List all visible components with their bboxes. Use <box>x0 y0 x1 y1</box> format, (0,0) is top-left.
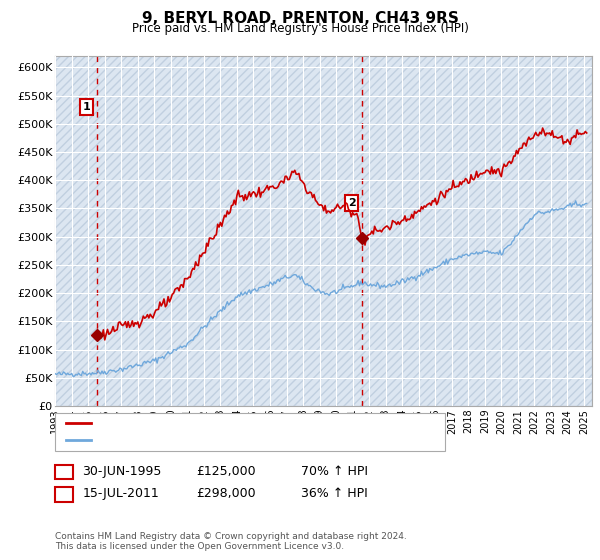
Text: 9, BERYL ROAD, PRENTON, CH43 9RS: 9, BERYL ROAD, PRENTON, CH43 9RS <box>142 11 458 26</box>
Text: 30-JUN-1995: 30-JUN-1995 <box>82 465 161 478</box>
Text: Contains HM Land Registry data © Crown copyright and database right 2024.
This d: Contains HM Land Registry data © Crown c… <box>55 532 407 552</box>
Text: £125,000: £125,000 <box>196 465 256 478</box>
Text: 70% ↑ HPI: 70% ↑ HPI <box>301 465 368 478</box>
Text: 1: 1 <box>83 102 91 112</box>
Text: 2: 2 <box>60 487 68 501</box>
Text: Price paid vs. HM Land Registry's House Price Index (HPI): Price paid vs. HM Land Registry's House … <box>131 22 469 35</box>
Text: £298,000: £298,000 <box>196 487 256 501</box>
Text: 36% ↑ HPI: 36% ↑ HPI <box>301 487 368 501</box>
Text: 2: 2 <box>348 198 355 208</box>
Text: HPI: Average price, detached house, Wirral: HPI: Average price, detached house, Wirr… <box>98 435 322 445</box>
Text: 15-JUL-2011: 15-JUL-2011 <box>82 487 159 501</box>
Text: 1: 1 <box>60 465 68 478</box>
Text: 9, BERYL ROAD, PRENTON, CH43 9RS (detached house): 9, BERYL ROAD, PRENTON, CH43 9RS (detach… <box>98 418 388 428</box>
